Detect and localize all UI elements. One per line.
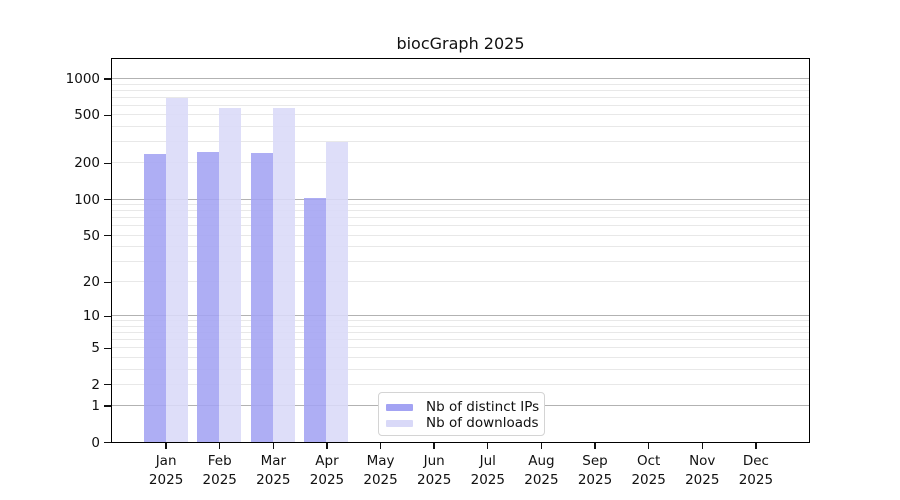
legend-label-downloads: Nb of downloads	[426, 415, 539, 431]
x-tick-mark	[219, 443, 221, 449]
minor-gridline	[112, 332, 809, 334]
legend-item-distinct-ips: Nb of distinct IPs	[386, 399, 540, 415]
y-tick-mark	[104, 281, 111, 284]
bar-nb-of-distinct-ips-mar	[250, 153, 273, 442]
x-tick-mark	[487, 443, 489, 449]
legend-swatch-downloads	[386, 419, 413, 427]
x-tick-label-dec: Dec 2025	[738, 453, 774, 488]
minor-gridline	[112, 126, 809, 128]
bar-nb-of-downloads-apr	[326, 141, 349, 442]
x-tick-label-oct: Oct 2025	[631, 453, 666, 488]
y-tick-label: 200	[74, 155, 100, 172]
x-tick-mark	[701, 443, 703, 449]
x-tick-mark	[540, 443, 543, 449]
x-tick-mark	[379, 443, 382, 449]
major-gridline	[112, 78, 809, 80]
minor-gridline	[112, 141, 809, 143]
y-tick-mark	[104, 162, 111, 165]
minor-gridline	[112, 281, 809, 283]
minor-gridline	[112, 325, 809, 327]
chart-title: biocGraph 2025	[396, 34, 525, 53]
minor-gridline	[112, 204, 809, 206]
minor-gridline	[112, 246, 809, 248]
y-tick-label: 50	[82, 227, 100, 244]
x-tick-label-apr: Apr 2025	[309, 453, 345, 488]
bar-nb-of-downloads-feb	[219, 108, 242, 442]
y-tick-mark	[104, 114, 111, 117]
legend: Nb of distinct IPs Nb of downloads	[378, 392, 545, 436]
x-tick-label-jun: Jun 2025	[417, 453, 452, 488]
x-tick-label-jan: Jan 2025	[148, 453, 184, 488]
x-tick-label-may: May 2025	[363, 453, 398, 488]
y-tick-mark	[104, 198, 111, 201]
minor-gridline	[112, 356, 809, 358]
minor-gridline	[112, 162, 809, 164]
y-tick-mark	[104, 347, 111, 349]
x-tick-mark	[647, 443, 650, 449]
minor-gridline	[112, 225, 809, 227]
minor-gridline	[112, 260, 809, 262]
y-tick-mark	[104, 234, 111, 237]
minor-gridline	[112, 368, 809, 370]
x-tick-mark	[326, 443, 328, 449]
y-tick-mark	[104, 405, 111, 407]
y-tick-mark	[104, 384, 111, 386]
bar-nb-of-downloads-jan	[165, 98, 188, 442]
minor-gridline	[112, 234, 809, 236]
minor-gridline	[112, 83, 809, 85]
x-tick-label-sep: Sep 2025	[577, 453, 613, 488]
minor-gridline	[112, 339, 809, 341]
y-tick-label: 5	[91, 340, 100, 357]
major-gridline	[112, 315, 809, 317]
y-tick-label: 1000	[65, 71, 100, 88]
bar-nb-of-distinct-ips-feb	[197, 151, 220, 442]
x-tick-label-mar: Mar 2025	[256, 453, 291, 488]
legend-label-distinct-ips: Nb of distinct IPs	[426, 399, 540, 415]
y-tick-label: 100	[74, 191, 100, 208]
y-tick-mark	[104, 441, 111, 444]
minor-gridline	[112, 96, 809, 98]
x-tick-mark	[433, 443, 435, 449]
x-tick-mark	[755, 443, 757, 449]
y-tick-label: 2	[91, 376, 100, 393]
x-tick-mark	[165, 443, 167, 449]
minor-gridline	[112, 320, 809, 322]
x-tick-label-feb: Feb 2025	[202, 453, 237, 488]
y-tick-label: 20	[82, 274, 100, 291]
y-tick-mark	[104, 78, 111, 80]
minor-gridline	[112, 217, 809, 219]
y-tick-label: 500	[74, 107, 100, 124]
x-tick-label-jul: Jul 2025	[470, 453, 505, 488]
minor-gridline	[112, 383, 809, 385]
y-tick-mark	[104, 315, 111, 318]
y-tick-label: 0	[91, 434, 100, 451]
x-tick-mark	[594, 443, 596, 449]
minor-gridline	[112, 104, 809, 106]
x-tick-label-nov: Nov 2025	[685, 453, 720, 488]
minor-gridline	[112, 210, 809, 212]
plot-area	[111, 58, 810, 443]
major-gridline	[112, 198, 809, 200]
legend-item-downloads: Nb of downloads	[386, 415, 539, 431]
minor-gridline	[112, 347, 809, 349]
minor-gridline	[112, 114, 809, 116]
bar-nb-of-distinct-ips-jan	[143, 154, 166, 442]
bar-nb-of-downloads-mar	[272, 108, 295, 442]
x-tick-mark	[272, 443, 275, 449]
minor-gridline	[112, 89, 809, 91]
legend-swatch-distinct-ips	[386, 403, 413, 411]
bar-nb-of-distinct-ips-apr	[304, 197, 327, 442]
x-tick-label-aug: Aug 2025	[524, 453, 559, 488]
y-tick-label: 10	[82, 308, 100, 325]
y-tick-label: 1	[91, 398, 100, 415]
